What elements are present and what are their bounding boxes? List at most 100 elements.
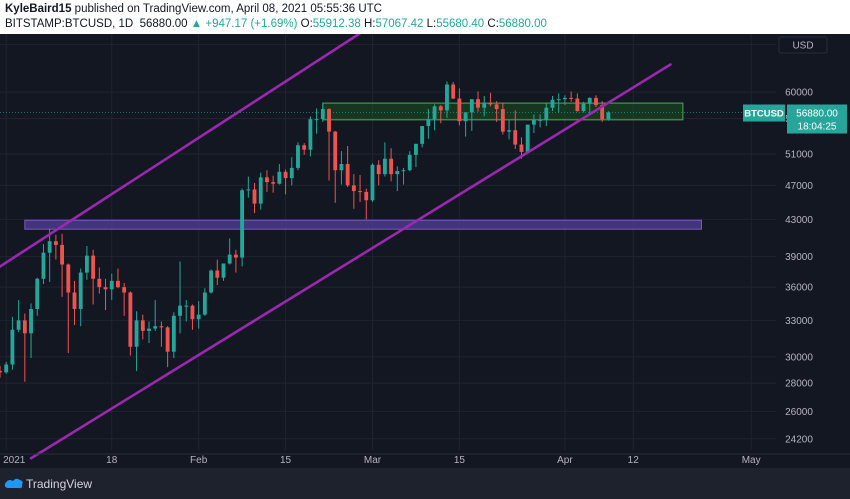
change-value: ▲ +947.17 (+1.69%) <box>190 18 298 30</box>
candle-body <box>600 105 605 120</box>
candle-body <box>358 191 362 193</box>
last-price-tag <box>787 104 847 134</box>
grid-lines <box>0 34 776 450</box>
candle-body <box>159 326 164 328</box>
candle-body <box>370 164 375 201</box>
candle-body <box>78 272 83 309</box>
candle-body <box>277 171 282 184</box>
candle-body <box>594 97 598 106</box>
candle-body <box>29 308 33 334</box>
candle-body <box>10 329 15 365</box>
x-tick-label: Apr <box>557 455 573 466</box>
candle-body <box>476 99 480 108</box>
candle-body <box>531 119 536 125</box>
candle-body <box>482 103 487 108</box>
last-price-tag-text: 56880.00 <box>796 109 838 120</box>
candle-body <box>53 241 58 246</box>
candles-layer <box>0 81 776 382</box>
candle-body <box>581 103 586 112</box>
y-tick-label: 24200 <box>785 434 813 445</box>
candle-body <box>109 280 114 290</box>
candle-body <box>414 143 418 155</box>
candle-body <box>395 171 400 175</box>
candle-body <box>140 320 145 331</box>
candle-body <box>500 109 505 132</box>
candle-body <box>41 252 46 279</box>
candle-body <box>60 245 65 265</box>
x-tick-label: 15 <box>280 455 292 466</box>
candle-body <box>227 254 232 264</box>
symbol-tag-text: BTCUSD <box>744 109 784 120</box>
candle-body <box>507 130 511 132</box>
candle-body <box>420 126 425 144</box>
y-tick-label: 39000 <box>785 252 813 263</box>
candle-body <box>426 119 431 127</box>
candle-body <box>563 97 567 100</box>
candle-body <box>0 371 2 373</box>
candle-body <box>494 104 499 110</box>
candle-body <box>302 145 307 150</box>
y-tick-label: 28000 <box>785 379 813 390</box>
candle-body <box>153 326 158 329</box>
x-tick-label: May <box>742 455 761 466</box>
tradingview-logo-icon[interactable] <box>4 477 24 489</box>
currency-badge <box>778 36 828 54</box>
candle-body <box>519 144 524 152</box>
x-axis-ticks: 2021 18 Feb 15 Mar 15 Apr 12 May <box>3 455 761 466</box>
candle-body <box>333 131 338 171</box>
candle-body <box>128 292 133 347</box>
author-name[interactable]: KyleBaird15 <box>5 3 72 15</box>
candle-body <box>97 278 102 288</box>
candle-body <box>215 270 220 278</box>
candle-body <box>258 177 263 204</box>
y-tick-label: 43000 <box>785 215 813 226</box>
candle-body <box>513 130 518 145</box>
x-tick-label: 15 <box>454 455 466 466</box>
x-tick-label: Mar <box>364 455 382 466</box>
candle-body <box>116 280 120 288</box>
candle-body <box>438 106 443 111</box>
candle-body <box>389 158 394 175</box>
candle-body <box>252 189 257 204</box>
candle-body <box>283 171 288 179</box>
candle-body <box>233 254 238 258</box>
y-tick-label: 51000 <box>785 150 813 161</box>
candle-body <box>556 99 561 101</box>
tradingview-brand[interactable]: TradingView <box>26 477 93 491</box>
support-zone <box>24 219 703 230</box>
candle-body <box>327 109 331 132</box>
candle-body <box>84 255 89 273</box>
y-tick-label: 47000 <box>785 181 813 192</box>
symbol-label: BITSTAMP:BTCUSD, 1D <box>5 18 134 30</box>
candle-body <box>240 190 245 258</box>
price-chart[interactable]: 24200 26000 28000 30000 33000 36000 39000 43000… <box>0 34 850 468</box>
footer-bar: TradingView <box>0 468 850 499</box>
candle-body <box>296 145 300 168</box>
trendlines-layer <box>0 34 672 460</box>
candle-body <box>569 97 574 99</box>
ohlc-line: BITSTAMP:BTCUSD, 1D 56880.00 ▲ +947.17 (… <box>5 18 547 30</box>
candle-body <box>339 164 344 171</box>
candle-body <box>289 167 294 179</box>
y-tick-label: 60000 <box>785 88 813 99</box>
candle-body <box>525 124 530 152</box>
chart-header: KyleBaird15 published on TradingView.com… <box>0 0 850 34</box>
price-axis[interactable] <box>779 34 850 454</box>
high-label: H: <box>363 18 376 30</box>
candle-body <box>382 158 387 175</box>
low-label: L: <box>426 18 437 30</box>
candle-body <box>196 314 201 320</box>
candle-body <box>351 185 356 192</box>
symbol-tag <box>743 104 785 122</box>
candle-body <box>178 305 182 316</box>
candle-body <box>345 164 350 186</box>
candle-body <box>265 177 269 183</box>
x-tick-label: 2021 <box>3 455 26 466</box>
candle-body <box>469 99 474 113</box>
x-tick-label: 12 <box>628 455 640 466</box>
candle-body <box>587 97 592 104</box>
candle-body <box>376 164 381 175</box>
candle-body <box>202 292 207 315</box>
y-tick-label: 30000 <box>785 352 813 363</box>
x-tick-label: Feb <box>190 455 208 466</box>
